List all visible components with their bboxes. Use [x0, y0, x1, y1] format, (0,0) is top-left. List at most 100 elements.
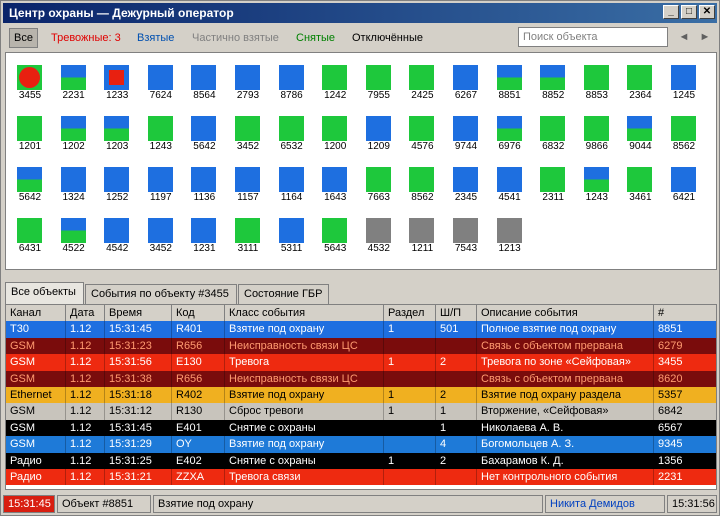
column-header[interactable]: Код — [172, 305, 225, 322]
object-tile[interactable]: 1157 — [226, 163, 260, 203]
object-tile[interactable]: 9866 — [575, 112, 609, 152]
object-tile[interactable]: 1243 — [575, 163, 609, 203]
object-tile[interactable]: 1643 — [313, 163, 348, 203]
object-tile[interactable]: 1213 — [488, 214, 522, 254]
object-tile[interactable]: 1324 — [52, 163, 86, 203]
table-row[interactable]: Радио 1.12 15:31:25 E402 Снятие с охраны 1 2 Ба… — [6, 452, 716, 469]
column-header[interactable]: Время — [105, 305, 172, 322]
title-bar[interactable]: Центр охраны — Дежурный оператор _ □ ✕ — [3, 3, 717, 23]
object-tile[interactable]: 8564 — [182, 61, 217, 101]
column-header[interactable]: # — [654, 305, 716, 321]
minimize-button[interactable]: _ — [663, 5, 679, 19]
table-row[interactable]: GSM 1.12 15:31:12 R130 Сброс тревоги 1 1 Вторже… — [6, 403, 716, 420]
next-arrow-icon[interactable]: ► — [699, 31, 711, 43]
column-header[interactable]: Класс события — [225, 305, 384, 322]
object-tile[interactable]: 1164 — [270, 163, 304, 203]
table-row[interactable]: Ethernet 1.12 15:31:18 R402 Взятие под охран… — [6, 387, 716, 404]
object-tile[interactable]: 1245 — [662, 61, 696, 101]
object-tile[interactable]: 9044 — [618, 112, 653, 152]
object-tile[interactable]: 1136 — [182, 163, 217, 203]
column-header[interactable]: Ш/П — [436, 305, 477, 322]
table-row[interactable]: GSM 1.12 15:31:45 E401 Снятие с охраны 1 Никол… — [6, 419, 716, 437]
table-row[interactable]: GSM 1.12 15:31:56 E130 Тревога 1 2 Тревога по з… — [6, 354, 716, 371]
table-cell: Связь с объектом прервана — [477, 370, 654, 387]
filter-all[interactable]: Все — [9, 28, 38, 48]
object-tile[interactable]: 8851 — [488, 61, 522, 101]
object-tile[interactable]: 1201 — [8, 112, 42, 152]
search-input[interactable]: Поиск объекта — [518, 27, 668, 47]
object-tile[interactable]: 5642 — [8, 163, 42, 203]
column-header[interactable]: Канал — [6, 305, 66, 322]
object-tile[interactable]: 1200 — [313, 112, 348, 152]
object-tile[interactable]: 7624 — [139, 61, 173, 101]
table-cell: 4 — [436, 436, 477, 453]
filter-disarmed[interactable]: Снятые — [296, 32, 336, 44]
object-tile[interactable]: 4576 — [400, 112, 435, 152]
filter-disabled[interactable]: Отключённые — [352, 32, 423, 44]
filter-armed[interactable]: Взятые — [137, 32, 175, 44]
object-id-label: 1324 — [62, 192, 85, 203]
object-tile[interactable]: 6267 — [444, 61, 478, 101]
object-tile[interactable]: 1211 — [400, 214, 435, 254]
object-tile[interactable]: 7955 — [357, 61, 391, 101]
object-tile[interactable]: 1197 — [139, 163, 173, 203]
object-tile[interactable]: 4542 — [95, 214, 130, 254]
column-header[interactable]: Раздел — [384, 305, 436, 322]
object-tile[interactable]: 4532 — [357, 214, 391, 254]
object-tile[interactable]: 8852 — [531, 61, 566, 101]
object-id-label: 2364 — [629, 90, 652, 101]
object-tile[interactable]: 1202 — [52, 112, 86, 152]
object-tile[interactable]: 3111 — [226, 214, 260, 254]
object-tile[interactable]: 2345 — [444, 163, 478, 203]
object-tile[interactable]: 1243 — [139, 112, 173, 152]
object-tile[interactable]: 4541 — [488, 163, 522, 203]
object-tile[interactable]: 2364 — [618, 61, 653, 101]
object-tile[interactable]: 4522 — [52, 214, 86, 254]
prev-arrow-icon[interactable]: ◄ — [678, 31, 690, 43]
tab-all-objects[interactable]: Все объекты — [5, 282, 84, 304]
tab-gbr-status[interactable]: Состояние ГБР — [238, 284, 329, 304]
object-tile[interactable]: 1242 — [313, 61, 348, 101]
filter-alarm[interactable]: Тревожные: 3 — [51, 32, 121, 44]
column-header[interactable]: Дата — [66, 305, 105, 322]
object-tile[interactable]: 3452 — [139, 214, 173, 254]
close-button[interactable]: ✕ — [699, 5, 715, 19]
table-row[interactable]: GSM 1.12 15:31:38 R656 Неисправность связи Ц… — [6, 370, 716, 387]
object-tile[interactable]: 5311 — [270, 214, 304, 254]
object-tile[interactable]: 1233 — [95, 61, 130, 101]
object-tile[interactable]: 8786 — [270, 61, 304, 101]
object-tile[interactable]: 6976 — [488, 112, 522, 152]
object-tile[interactable]: 5642 — [182, 112, 217, 152]
table-row[interactable]: GSM 1.12 15:31:23 R656 Неисправность связи Ц… — [6, 337, 716, 355]
object-tile[interactable]: 1231 — [182, 214, 217, 254]
object-tile[interactable]: 3461 — [618, 163, 653, 203]
object-tile[interactable]: 7663 — [357, 163, 391, 203]
object-tile[interactable]: 8562 — [662, 112, 696, 152]
object-tile[interactable]: 5643 — [313, 214, 348, 254]
object-tile[interactable]: 2311 — [531, 163, 566, 203]
object-tile[interactable]: 3452 — [226, 112, 260, 152]
status-operator[interactable]: Никита Демидов — [545, 495, 665, 513]
object-tile[interactable]: 1252 — [95, 163, 130, 203]
object-tile[interactable]: 6431 — [8, 214, 42, 254]
object-tile[interactable]: 6421 — [662, 163, 696, 203]
maximize-button[interactable]: □ — [681, 5, 697, 19]
object-tile[interactable]: 6832 — [531, 112, 566, 152]
tab-object-events[interactable]: События по объекту #3455 — [85, 284, 237, 304]
table-row[interactable]: GSM 1.12 15:31:29 OY Взятие под охрану 4 Богом… — [6, 436, 716, 453]
object-tile[interactable]: 2793 — [226, 61, 260, 101]
table-row[interactable]: Радио 1.12 15:31:21 ZZXA Тревога связи Нет ко… — [6, 469, 716, 486]
table-row[interactable]: Т30 1.12 15:31:45 R401 Взятие под охрану 1 501… — [6, 321, 716, 338]
object-tile[interactable]: 8562 — [400, 163, 435, 203]
object-tile[interactable]: 9744 — [444, 112, 478, 152]
filter-partial[interactable]: Частично взятые — [192, 32, 279, 44]
column-header[interactable]: Описание события — [477, 305, 654, 322]
object-tile[interactable]: 8853 — [575, 61, 609, 101]
object-tile[interactable]: 7543 — [444, 214, 478, 254]
object-tile[interactable]: 2231 — [52, 61, 86, 101]
object-tile[interactable]: 6532 — [270, 112, 304, 152]
object-tile[interactable]: 2425 — [400, 61, 435, 101]
object-tile[interactable]: 1203 — [95, 112, 130, 152]
object-tile[interactable]: 1209 — [357, 112, 391, 152]
object-tile[interactable]: 3455 — [8, 61, 42, 101]
